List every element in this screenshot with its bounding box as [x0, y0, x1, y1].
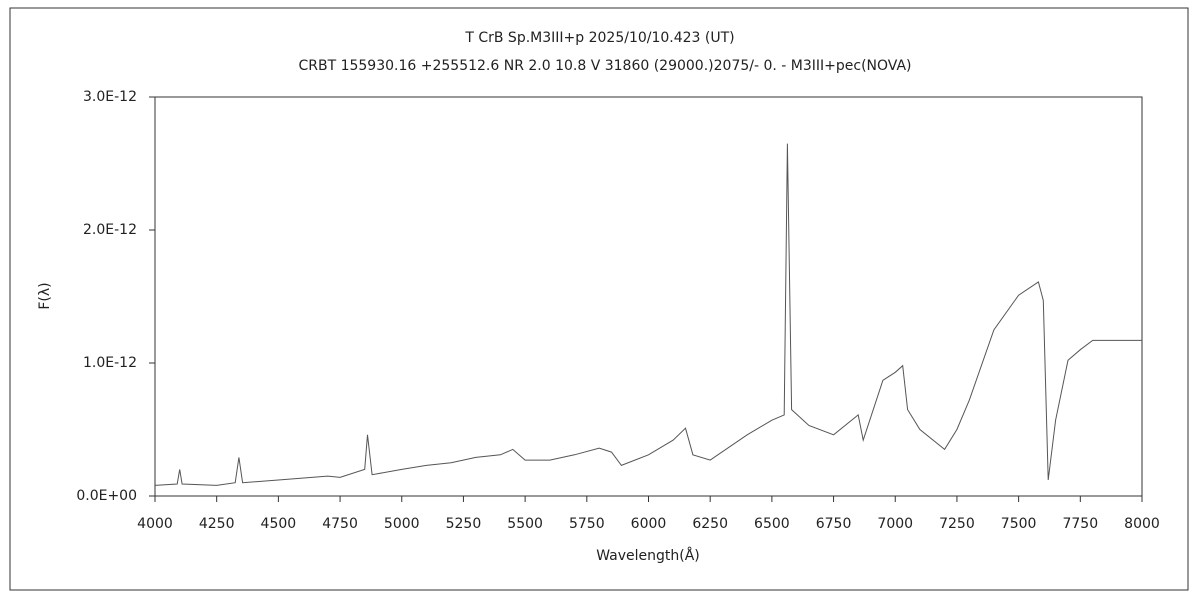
plot-area [154, 96, 1143, 497]
chart-title: T CrB Sp.M3III+p 2025/10/10.423 (UT) [464, 30, 734, 46]
y-tick-label: 3.0E-12 [83, 89, 137, 105]
x-tick-label: 4500 [261, 516, 297, 532]
x-tick-label: 7750 [1062, 516, 1098, 532]
y-tick-label: 2.0E-12 [83, 222, 137, 238]
frame [9, 7, 1189, 591]
chart-subtitle: CRBT 155930.16 +255512.6 NR 2.0 10.8 V 3… [298, 58, 911, 74]
x-tick-label: 7500 [1001, 516, 1037, 532]
x-tick-label: 5500 [507, 516, 543, 532]
y-tick-label: 1.0E-12 [83, 355, 137, 371]
x-tick-label: 5750 [569, 516, 605, 532]
x-tick-label: 6500 [754, 516, 790, 532]
x-tick-label: 6250 [692, 516, 728, 532]
x-tick-label: 4250 [199, 516, 235, 532]
x-tick-label: 6750 [816, 516, 852, 532]
x-tick-label: 7250 [939, 516, 975, 532]
spectrum-line [154, 143, 1142, 486]
x-tick-label: 5000 [384, 516, 420, 532]
x-tick-label: 6000 [631, 516, 667, 532]
x-axis-label: Wavelength(Å) [596, 547, 700, 564]
y-tick-label: 0.0E+00 [76, 488, 137, 504]
x-tick-label: 5250 [446, 516, 482, 532]
x-tick-label: 7000 [877, 516, 913, 532]
y-axis-label: F(λ) [37, 282, 53, 309]
x-tick-label: 8000 [1124, 516, 1160, 532]
x-tick-label: 4000 [137, 516, 173, 532]
x-tick-label: 4750 [322, 516, 358, 532]
